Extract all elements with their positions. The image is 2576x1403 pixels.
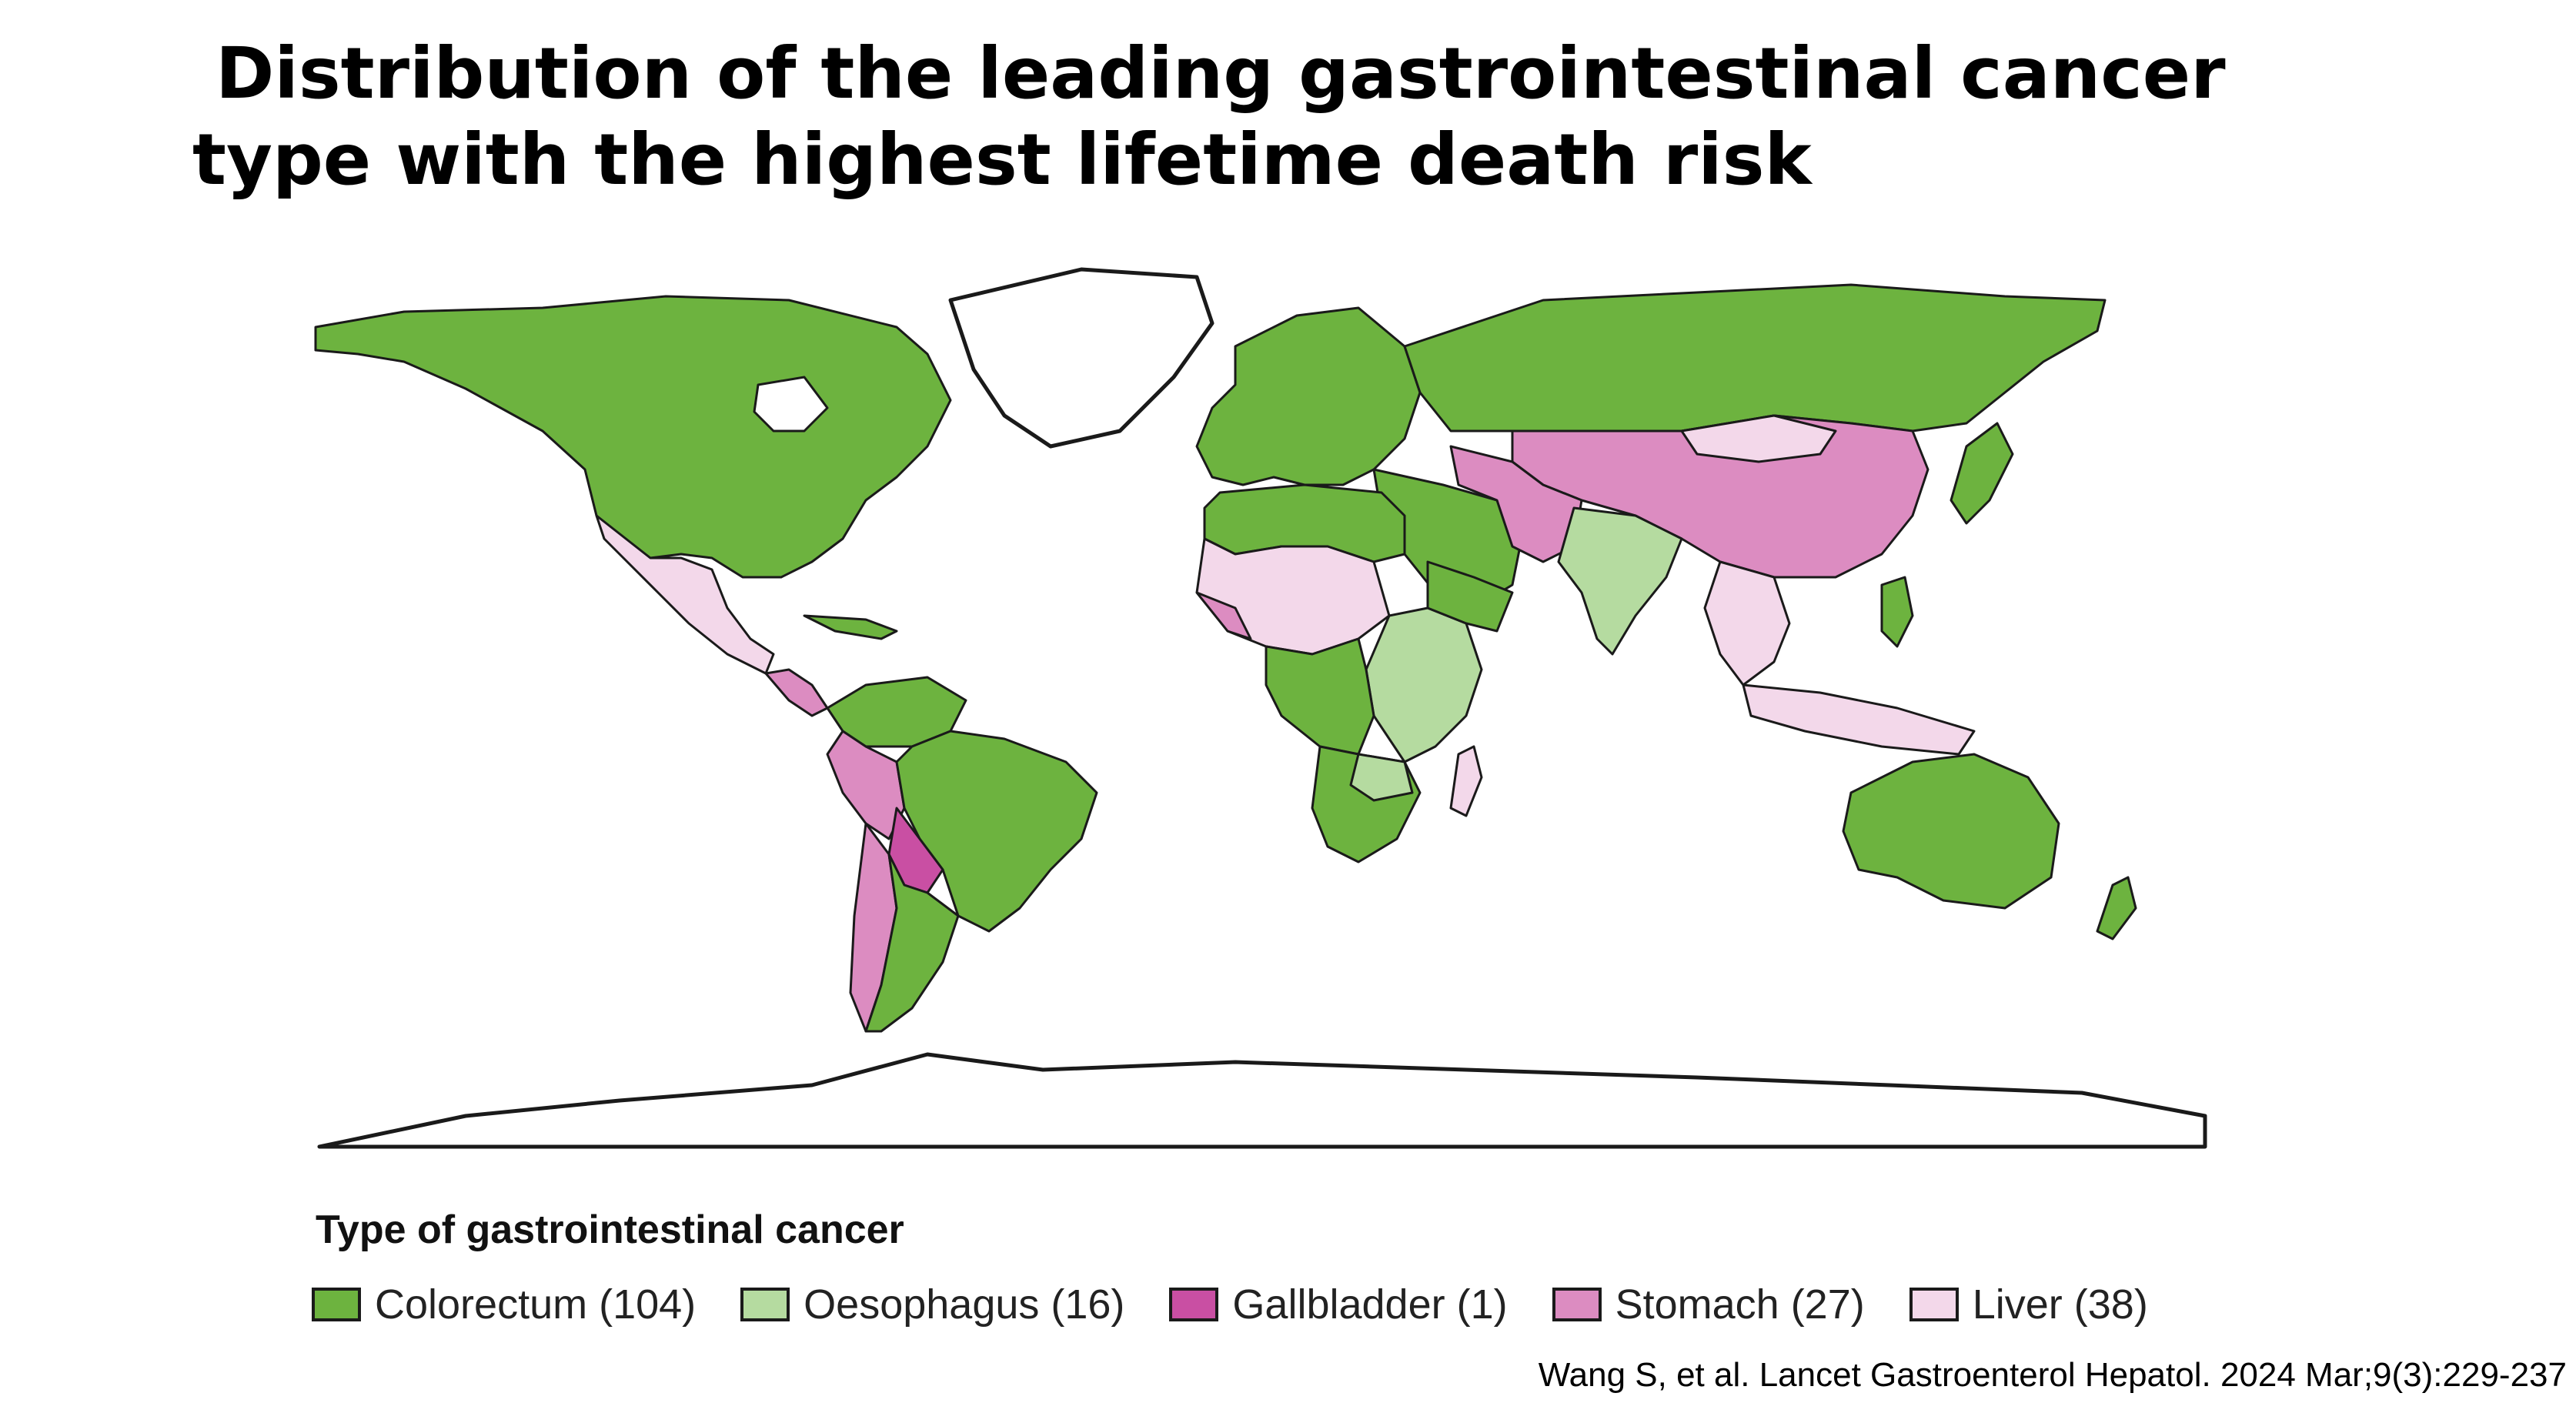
region-greenland xyxy=(948,267,1214,449)
legend: Colorectum (104) Oesophagus (16) Gallbla… xyxy=(312,1274,2193,1335)
region-africa-central xyxy=(1265,637,1375,756)
legend-label-gallbladder: Gallbladder (1) xyxy=(1232,1281,1508,1328)
region-indonesia xyxy=(1742,683,1976,756)
legend-title: Type of gastrointestinal cancer xyxy=(316,1208,904,1252)
region-argentina xyxy=(864,853,960,1033)
region-africa-east xyxy=(1365,606,1483,763)
chart-title: Distribution of the leading gastrointest… xyxy=(192,31,2347,203)
region-mexico xyxy=(595,514,775,675)
gallbladder-swatch-icon xyxy=(1169,1288,1219,1321)
title-line-1: Distribution of the leading gastrointest… xyxy=(216,32,2226,115)
legend-item-stomach: Stomach (27) xyxy=(1552,1281,1865,1328)
region-new-zealand xyxy=(2096,876,2137,940)
region-caribbean xyxy=(803,614,898,640)
legend-item-liver: Liver (38) xyxy=(1909,1281,2148,1328)
region-antarctica xyxy=(317,1052,2207,1149)
region-mongolia xyxy=(1680,414,1837,463)
region-india xyxy=(1557,506,1683,656)
legend-label-oesophagus: Oesophagus (16) xyxy=(804,1281,1125,1328)
region-australia xyxy=(1842,753,2060,910)
legend-item-oesophagus: Oesophagus (16) xyxy=(740,1281,1124,1328)
world-map xyxy=(312,254,2213,1154)
region-africa-south-oes xyxy=(1349,753,1414,802)
legend-label-colorectum: Colorectum (104) xyxy=(375,1281,697,1328)
region-central-america xyxy=(764,668,829,717)
region-iran xyxy=(1449,445,1583,563)
title-line-2: type with the highest lifetime death ris… xyxy=(192,119,1812,201)
legend-item-colorectum: Colorectum (104) xyxy=(312,1281,696,1328)
citation: Wang S, et al. Lancet Gastroenterol Hepa… xyxy=(1538,1356,2567,1394)
legend-label-stomach: Stomach (27) xyxy=(1615,1281,1865,1328)
region-madagascar xyxy=(1449,745,1483,817)
liver-swatch-icon xyxy=(1909,1288,1959,1321)
world-map-svg xyxy=(314,267,2207,1149)
region-europe xyxy=(1195,306,1422,486)
legend-item-gallbladder: Gallbladder (1) xyxy=(1169,1281,1508,1328)
legend-label-liver: Liver (38) xyxy=(1972,1281,2148,1328)
region-north-america xyxy=(314,295,952,579)
region-peru xyxy=(826,730,906,840)
colorectum-swatch-icon xyxy=(312,1288,361,1321)
region-philippines xyxy=(1880,576,1914,648)
region-japan xyxy=(1950,422,2014,525)
region-africa-west-stomach xyxy=(1195,591,1252,640)
region-hudson-bay xyxy=(753,376,829,433)
region-russia xyxy=(1403,283,2107,433)
region-brazil xyxy=(895,730,1098,933)
stomach-swatch-icon xyxy=(1552,1288,1602,1321)
region-horn-of-africa xyxy=(1426,560,1514,633)
oesophagus-swatch-icon xyxy=(740,1288,790,1321)
region-southeast-asia xyxy=(1703,560,1791,686)
